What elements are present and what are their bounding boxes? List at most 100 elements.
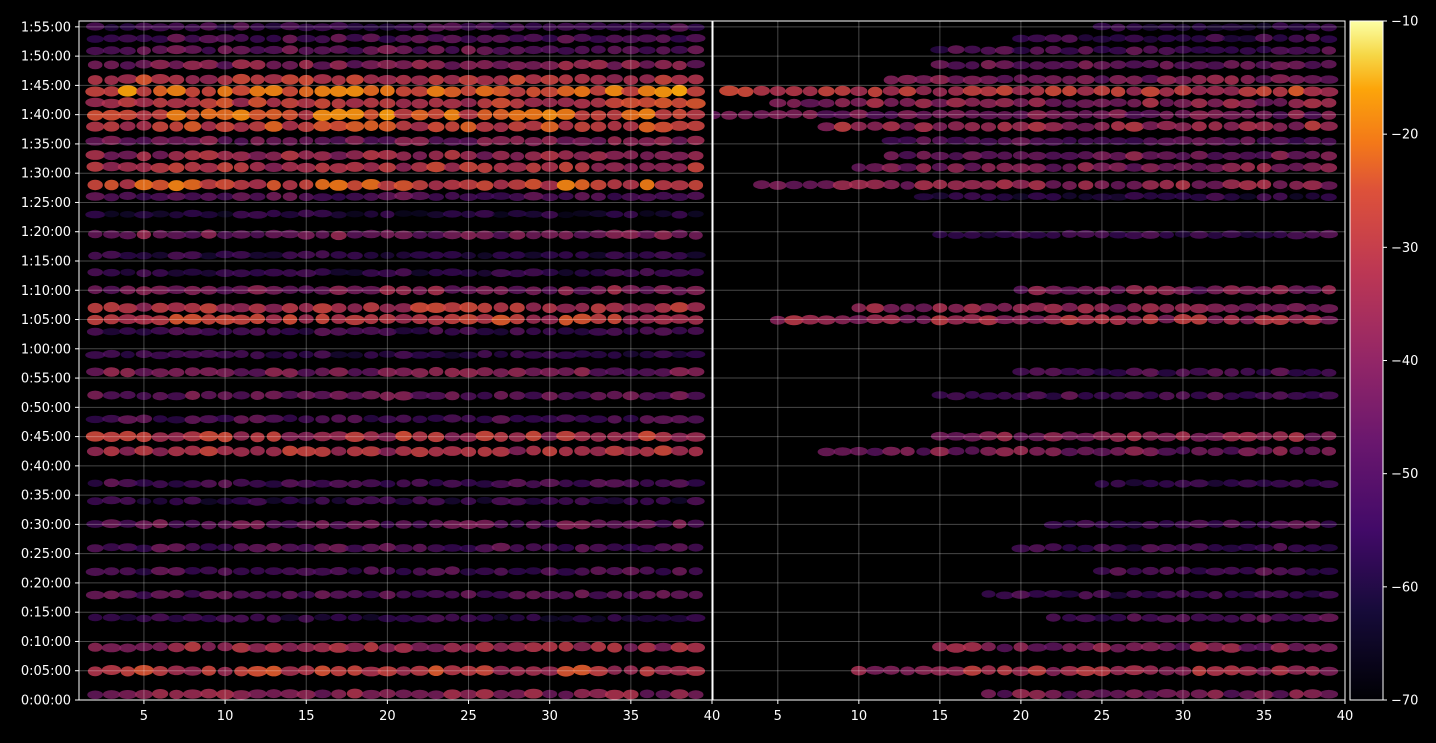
heatmap-cell (135, 74, 153, 85)
heatmap-cell (687, 519, 705, 528)
heatmap-cell (1109, 98, 1127, 107)
heatmap-cell (150, 179, 170, 191)
heatmap-cell (590, 22, 607, 31)
heatmap-cell (557, 327, 575, 335)
heatmap-cell (247, 497, 268, 506)
heatmap-cell (1125, 367, 1143, 376)
heatmap-cell (85, 590, 105, 600)
heatmap-cell (590, 121, 607, 132)
heatmap-cell (1126, 86, 1143, 96)
heatmap-cell (166, 416, 186, 424)
heatmap-cell (1012, 98, 1029, 108)
heatmap-cell (364, 642, 379, 653)
heatmap-cell (1142, 447, 1159, 457)
heatmap-cell (688, 543, 704, 552)
heatmap-cell (1289, 591, 1304, 599)
heatmap-cell (1205, 46, 1226, 54)
heatmap-cell (1224, 75, 1239, 85)
heatmap-cell (1304, 643, 1322, 653)
heatmap-cell (818, 98, 835, 108)
heatmap-cell (541, 543, 558, 552)
heatmap-cell (523, 191, 544, 201)
heatmap-cell (1093, 567, 1111, 575)
heatmap-cell (1206, 163, 1225, 173)
heatmap-cell (234, 137, 249, 146)
heatmap-cell (265, 446, 282, 457)
heatmap-cell (621, 614, 641, 622)
heatmap-cell (1222, 162, 1241, 173)
heatmap-cell (315, 179, 330, 190)
heatmap-cell (946, 666, 966, 676)
heatmap-cell (412, 230, 428, 239)
heatmap-cell (1157, 34, 1176, 43)
heatmap-cell (217, 45, 233, 55)
heatmap-cell (508, 121, 527, 132)
heatmap-cell (621, 285, 641, 294)
heatmap-cell (737, 86, 754, 98)
heatmap-cell (962, 642, 982, 652)
heatmap-cell (329, 285, 349, 295)
heatmap-cell (1175, 613, 1191, 623)
heatmap-cell (151, 566, 170, 576)
heatmap-cell (232, 109, 251, 121)
heatmap-cell (1270, 46, 1290, 55)
heatmap-cell (1125, 151, 1144, 161)
heatmap-cell (1109, 544, 1127, 552)
heatmap-cell (1287, 109, 1305, 120)
heatmap-cell (201, 121, 217, 132)
heatmap-cell (313, 23, 332, 32)
heatmap-cell (588, 59, 609, 70)
heatmap-cell (604, 162, 625, 172)
heatmap-cell (524, 497, 543, 505)
heatmap-cell (215, 250, 235, 259)
heatmap-cell (363, 566, 379, 575)
heatmap-cell (802, 86, 818, 97)
x-tick-label: 35 (1256, 709, 1273, 724)
heatmap-cell (362, 496, 381, 505)
heatmap-cell (605, 23, 624, 31)
heatmap-cell (670, 446, 689, 456)
heatmap-cell (328, 268, 349, 276)
heatmap-cell (1078, 34, 1094, 42)
heatmap-cell (250, 136, 265, 146)
heatmap-cell (1238, 86, 1258, 97)
heatmap-cell (411, 34, 429, 44)
heatmap-cell (669, 269, 690, 277)
heatmap-cell (753, 110, 770, 119)
heatmap-cell (1271, 315, 1290, 325)
heatmap-cell (412, 23, 427, 31)
heatmap-cell (1159, 98, 1174, 107)
heatmap-cell (393, 180, 414, 191)
heatmap-cell (899, 97, 916, 107)
heatmap-cell (445, 590, 460, 599)
heatmap-cell (346, 446, 363, 457)
heatmap-cell (962, 85, 982, 96)
heatmap-cell (217, 666, 233, 677)
heatmap-cell (331, 193, 346, 201)
heatmap-cell (363, 85, 380, 96)
heatmap-cell (670, 590, 689, 599)
heatmap-cell (524, 61, 543, 70)
heatmap-cell (184, 302, 202, 313)
heatmap-cell (394, 303, 413, 313)
heatmap-cell (1288, 613, 1305, 622)
heatmap-cell (1206, 180, 1225, 190)
heatmap-cell (637, 97, 657, 108)
heatmap-cell (1062, 181, 1077, 190)
heatmap-cell (217, 230, 234, 240)
heatmap-cell (574, 45, 590, 55)
heatmap-cell (558, 591, 574, 600)
heatmap-cell (639, 60, 655, 69)
heatmap-cell (330, 108, 348, 120)
heatmap-cell (299, 59, 314, 70)
heatmap-cell (996, 162, 1014, 172)
heatmap-cell (1190, 567, 1209, 575)
heatmap-cell (1173, 136, 1193, 145)
heatmap-cell (135, 162, 153, 173)
heatmap-cell (834, 85, 851, 96)
heatmap-cell (119, 211, 136, 218)
heatmap-cell (1237, 35, 1258, 43)
heatmap-cell (460, 665, 477, 676)
heatmap-cell (588, 35, 609, 43)
heatmap-cell (217, 85, 233, 97)
